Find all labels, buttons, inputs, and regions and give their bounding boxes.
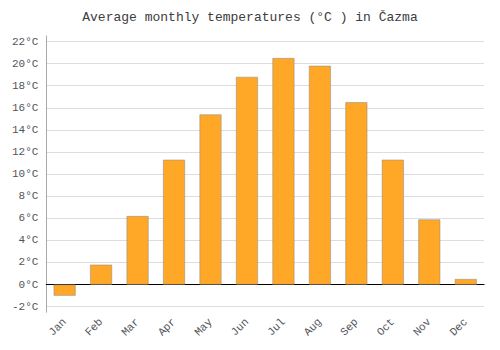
svg-text:Nov: Nov: [411, 316, 434, 339]
svg-text:Feb: Feb: [83, 316, 105, 338]
svg-text:Jan: Jan: [46, 316, 68, 338]
svg-text:Average monthly temperatures (: Average monthly temperatures (°C ) in Ča…: [82, 10, 418, 25]
svg-text:20°C: 20°C: [12, 58, 39, 70]
svg-text:0°C: 0°C: [19, 279, 39, 291]
svg-text:Dec: Dec: [448, 316, 470, 338]
svg-text:2°C: 2°C: [19, 256, 39, 268]
svg-text:Mar: Mar: [119, 316, 141, 338]
svg-text:10°C: 10°C: [12, 168, 39, 180]
svg-text:Sep: Sep: [338, 316, 360, 338]
svg-text:Jun: Jun: [229, 316, 251, 338]
svg-text:16°C: 16°C: [12, 102, 39, 114]
svg-text:22°C: 22°C: [12, 36, 39, 48]
svg-text:May: May: [192, 316, 215, 339]
svg-text:14°C: 14°C: [12, 124, 39, 136]
svg-text:Oct: Oct: [375, 316, 397, 338]
svg-text:-2°C: -2°C: [12, 301, 39, 313]
svg-text:Apr: Apr: [156, 316, 178, 338]
svg-text:Aug: Aug: [302, 316, 324, 338]
svg-text:Jul: Jul: [265, 316, 287, 338]
svg-text:8°C: 8°C: [19, 190, 39, 202]
svg-text:12°C: 12°C: [12, 146, 39, 158]
svg-text:18°C: 18°C: [12, 80, 39, 92]
svg-text:4°C: 4°C: [19, 234, 39, 246]
svg-text:6°C: 6°C: [19, 212, 39, 224]
